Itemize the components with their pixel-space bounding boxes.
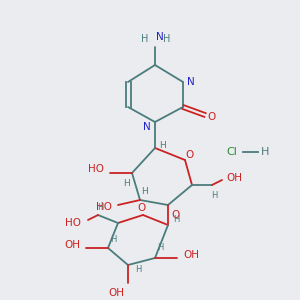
- Text: H: H: [135, 266, 141, 274]
- Text: O: O: [137, 203, 145, 213]
- Text: H: H: [261, 147, 269, 157]
- Text: H: H: [110, 236, 116, 244]
- Text: OH: OH: [183, 250, 199, 260]
- Text: H: H: [173, 215, 179, 224]
- Text: OH: OH: [108, 288, 124, 298]
- Text: H: H: [163, 34, 171, 44]
- Text: HO: HO: [65, 218, 81, 228]
- Text: HO: HO: [88, 164, 104, 174]
- Text: HO: HO: [96, 202, 112, 212]
- Text: O: O: [172, 210, 180, 220]
- Text: H: H: [211, 190, 217, 200]
- Text: Cl: Cl: [226, 147, 237, 157]
- Text: N: N: [156, 32, 164, 42]
- Text: H: H: [142, 188, 148, 196]
- Text: H: H: [157, 244, 163, 253]
- Text: H: H: [97, 202, 103, 211]
- Text: N: N: [143, 122, 151, 132]
- Text: OH: OH: [64, 240, 80, 250]
- Text: H: H: [141, 34, 149, 44]
- Text: H: H: [160, 142, 167, 151]
- Text: N: N: [187, 77, 195, 87]
- Text: O: O: [208, 112, 216, 122]
- Text: O: O: [186, 150, 194, 160]
- Text: H: H: [124, 178, 130, 188]
- Text: OH: OH: [226, 173, 242, 183]
